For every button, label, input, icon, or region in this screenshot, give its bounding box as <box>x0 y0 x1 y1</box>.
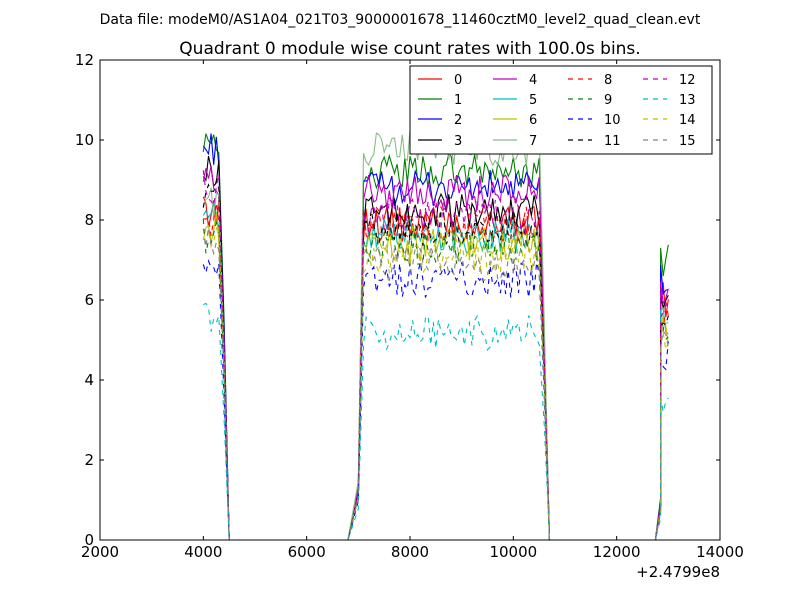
x-tick-label: 6000 <box>288 543 326 561</box>
x-tick-label: 2000 <box>81 543 119 561</box>
y-tick-label: 12 <box>75 51 94 69</box>
series-line-14 <box>202 223 669 541</box>
x-tick-label: 4000 <box>184 543 222 561</box>
legend-label-4: 4 <box>529 73 537 88</box>
series-line-1 <box>202 133 669 541</box>
legend-label-11: 11 <box>604 134 621 149</box>
series-line-7 <box>202 129 669 541</box>
y-tick-label: 10 <box>75 131 94 149</box>
y-tick-label: 6 <box>84 291 94 309</box>
legend-label-1: 1 <box>454 93 462 108</box>
legend-label-9: 9 <box>604 93 612 108</box>
x-tick-label: 12000 <box>593 543 641 561</box>
x-tick-label: 14000 <box>696 543 744 561</box>
x-offset-label: +2.4799e8 <box>636 563 720 581</box>
series-line-15 <box>202 227 669 541</box>
series-line-2 <box>202 133 669 541</box>
series-line-10 <box>202 259 669 541</box>
series-layer <box>202 129 669 541</box>
legend-label-6: 6 <box>529 113 537 128</box>
legend-label-13: 13 <box>679 93 696 108</box>
x-tick-label: 8000 <box>391 543 429 561</box>
y-tick-label: 0 <box>84 531 94 549</box>
y-tick-label: 4 <box>84 371 94 389</box>
chart-title: Quadrant 0 module wise count rates with … <box>179 39 640 59</box>
chart-suptitle: Data file: modeM0/AS1A04_021T03_90000016… <box>100 12 701 28</box>
series-line-4 <box>202 165 669 541</box>
legend-label-15: 15 <box>679 134 696 149</box>
series-line-11 <box>202 178 669 541</box>
x-tick-label: 10000 <box>489 543 537 561</box>
legend-label-2: 2 <box>454 113 462 128</box>
series-line-13 <box>203 302 669 541</box>
legend-label-7: 7 <box>529 134 537 149</box>
series-line-8 <box>203 202 669 541</box>
legend-label-14: 14 <box>679 113 696 128</box>
legend-label-12: 12 <box>679 73 696 88</box>
y-tick-label: 2 <box>84 451 94 469</box>
series-line-9 <box>202 218 669 541</box>
legend-box <box>409 65 713 155</box>
legend-label-5: 5 <box>529 93 537 108</box>
legend-label-10: 10 <box>604 113 621 128</box>
legend-label-0: 0 <box>454 73 462 88</box>
y-tick-label: 8 <box>84 211 94 229</box>
series-line-3 <box>202 155 669 541</box>
legend-label-8: 8 <box>604 73 612 88</box>
legend-label-3: 3 <box>454 134 462 149</box>
